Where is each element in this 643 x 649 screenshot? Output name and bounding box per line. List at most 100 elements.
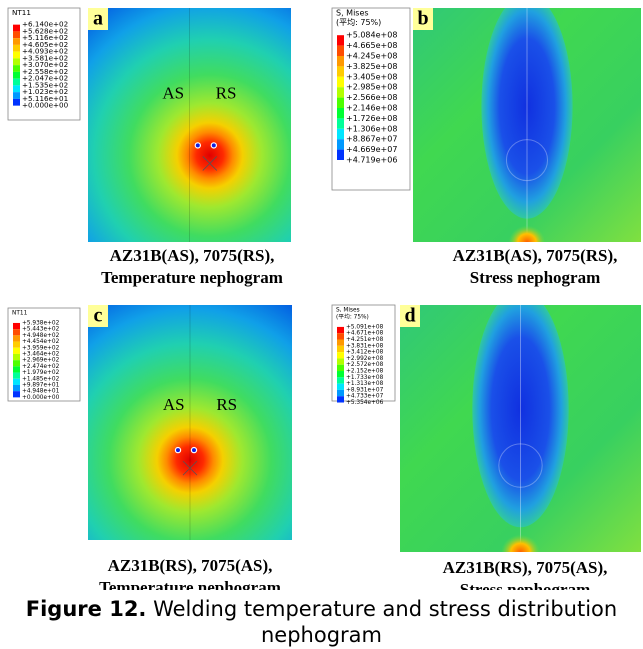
legend-swatch [337, 108, 344, 118]
nephogram [413, 0, 641, 258]
legend-swatch [337, 384, 344, 390]
figure-text: Welding temperature and stress distribut… [153, 597, 617, 647]
legend-swatch [13, 25, 20, 32]
legend-swatch [13, 99, 20, 106]
legend-value: +4.948e+02 [22, 333, 60, 339]
legend-value: +2.474e+02 [22, 364, 60, 370]
legend-swatch [13, 58, 20, 65]
legend-title: NT11 [12, 311, 28, 317]
caption: AZ31B(RS), 7075(AS), [443, 558, 608, 577]
legend-value: +4.948e+01 [22, 389, 60, 395]
page: NT11+6.140e+02+5.628e+02+5.116e+02+4.605… [0, 0, 643, 649]
legend-value: +1.313e+08 [346, 381, 384, 387]
legend-swatch [337, 66, 344, 76]
legend-swatch [337, 358, 344, 364]
caption: AZ31B(RS), 7075(AS), [108, 556, 273, 575]
legend-value: +1.306e+08 [346, 124, 397, 133]
legend-title: (平均: 75%) [336, 312, 369, 320]
legend-value: +2.985e+08 [346, 83, 397, 92]
legend-swatch [337, 346, 344, 352]
legend-value: +1.733e+08 [346, 375, 384, 381]
legend-value: +3.412e+08 [346, 350, 384, 356]
legend-swatch [337, 377, 344, 383]
nephogram [88, 8, 291, 242]
legend-swatch [337, 46, 344, 56]
legend-swatch [13, 354, 20, 360]
legend-value: +5.091e+08 [346, 324, 384, 330]
legend-value: +2.992e+08 [346, 356, 384, 362]
legend-swatch [337, 352, 344, 358]
legend-swatch [337, 371, 344, 377]
annotation: AS [162, 83, 184, 102]
legend-swatch [13, 348, 20, 354]
legend-value: +4.669e+07 [346, 145, 397, 154]
legend-value: +0.000e+00 [22, 101, 69, 110]
panel-label: c [94, 305, 103, 327]
legend-swatch [13, 72, 20, 79]
nephogram [400, 290, 641, 569]
legend-value: +2.566e+08 [346, 93, 397, 102]
legend-swatch [13, 366, 20, 372]
legend-value: +2.572e+08 [346, 362, 384, 368]
annotation: RS [216, 83, 237, 102]
legend-swatch [337, 98, 344, 108]
legend-swatch [337, 56, 344, 66]
legend-swatch [13, 38, 20, 45]
legend-value: +2.969e+02 [22, 358, 60, 364]
legend-swatch [13, 342, 20, 348]
legend-swatch [13, 379, 20, 385]
figure: NT11+6.140e+02+5.628e+02+5.116e+02+4.605… [0, 0, 643, 590]
panel-label: b [417, 8, 428, 30]
legend-swatch [337, 87, 344, 97]
caption: Stress nephogram [470, 268, 601, 287]
legend-value: +1.726e+08 [346, 114, 397, 123]
caption: Temperature nephogram [101, 268, 283, 287]
legend-value: +4.251e+08 [346, 337, 384, 343]
figure-label: Figure 12. [26, 597, 147, 621]
legend-swatch [13, 65, 20, 72]
legend-swatch [337, 118, 344, 128]
legend-value: +5.084e+08 [346, 31, 397, 40]
legend-title: S, Mises [336, 308, 360, 314]
legend-value: +1.485e+02 [22, 376, 60, 382]
legend-swatch [13, 52, 20, 59]
figure-caption: Figure 12. Welding temperature and stres… [20, 596, 623, 648]
legend-swatch [337, 327, 344, 333]
legend-swatch [337, 35, 344, 45]
caption: Stress nephogram [460, 580, 591, 590]
legend-swatch [13, 45, 20, 52]
legend-title: NT11 [12, 8, 31, 17]
legend-value: +5.443e+02 [22, 327, 60, 333]
legend-swatch [337, 396, 344, 402]
legend-swatch [13, 335, 20, 341]
legend-swatch [337, 333, 344, 339]
legend-value: +9.897e+01 [22, 382, 60, 388]
legend-swatch [337, 365, 344, 371]
legend-swatch [13, 31, 20, 38]
legend-value: +2.152e+08 [346, 369, 384, 375]
panel-label: d [404, 305, 415, 327]
panel-label: a [93, 8, 103, 30]
legend-value: +3.464e+02 [22, 351, 60, 357]
legend-swatch [13, 79, 20, 86]
legend-value: +8.867e+07 [346, 135, 397, 144]
legend-value: +5.354e+06 [346, 400, 384, 406]
legend-swatch [13, 329, 20, 335]
legend-swatch [13, 323, 20, 329]
legend-swatch [13, 373, 20, 379]
legend-value: +3.959e+02 [22, 345, 60, 351]
legend-swatch [337, 340, 344, 346]
legend-swatch [337, 77, 344, 87]
legend-value: +5.938e+02 [22, 320, 60, 326]
legend-swatch [13, 92, 20, 99]
legend-value: +3.405e+08 [346, 72, 397, 81]
caption: AZ31B(AS), 7075(RS), [110, 246, 275, 265]
legend-swatch [337, 139, 344, 149]
legend-value: +3.831e+08 [346, 343, 384, 349]
legend-value: +1.979e+02 [22, 370, 60, 376]
legend-value: +4.671e+08 [346, 331, 384, 337]
legend-value: +4.719e+06 [346, 156, 397, 165]
legend-swatch [13, 85, 20, 92]
legend-swatch [337, 390, 344, 396]
annotation: RS [216, 395, 237, 414]
